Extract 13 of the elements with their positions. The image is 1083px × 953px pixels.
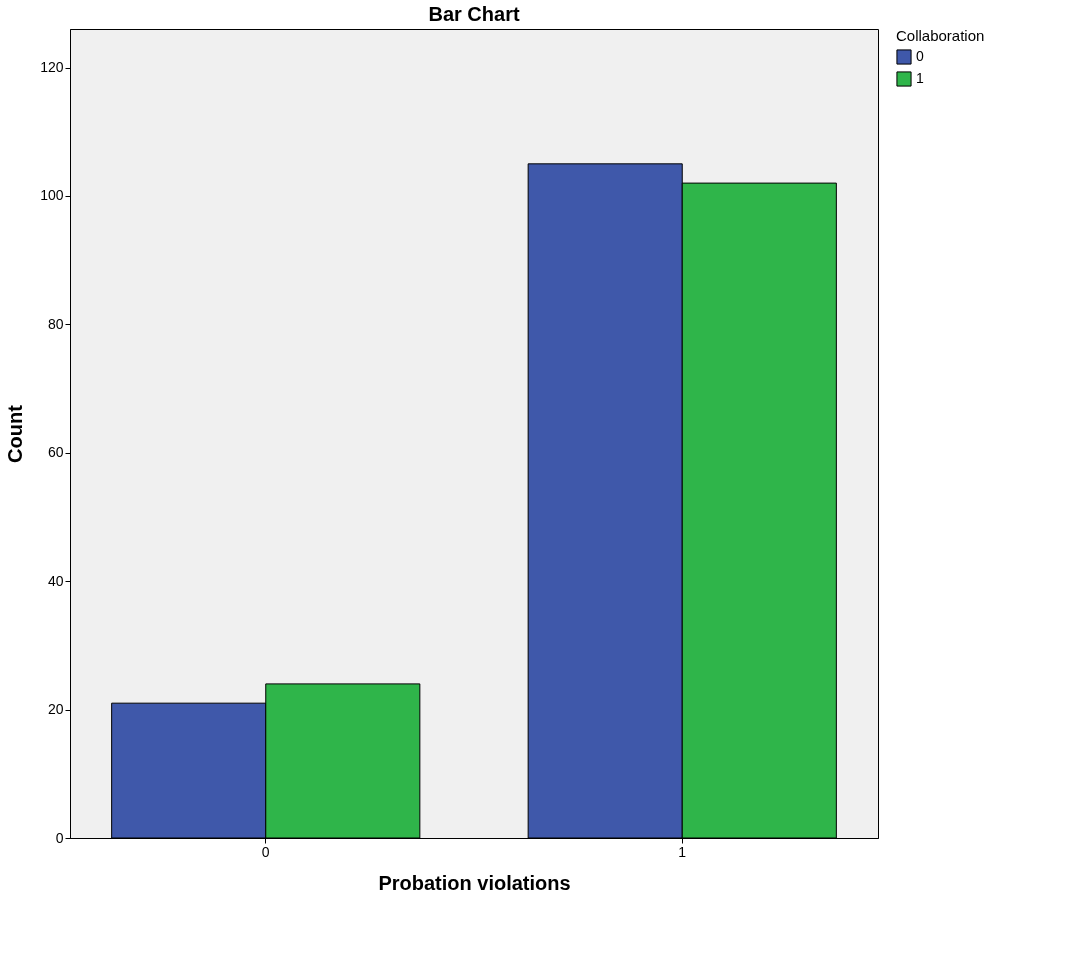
legend-label: 0 [916,48,924,64]
chart-title: Bar Chart [428,3,520,25]
x-axis-title: Probation violations [378,871,571,894]
y-tick-label: 0 [55,829,64,846]
legend-label: 1 [916,70,924,86]
y-tick-label: 40 [47,572,64,589]
y-tick-label: 100 [40,187,64,204]
y-tick-label: 120 [40,59,64,76]
y-tick-label: 80 [47,315,64,332]
y-tick-label: 60 [47,444,64,461]
y-tick-label: 20 [47,701,64,718]
y-axis-title: Count [4,404,27,463]
legend-title: Collaboration [896,27,985,44]
